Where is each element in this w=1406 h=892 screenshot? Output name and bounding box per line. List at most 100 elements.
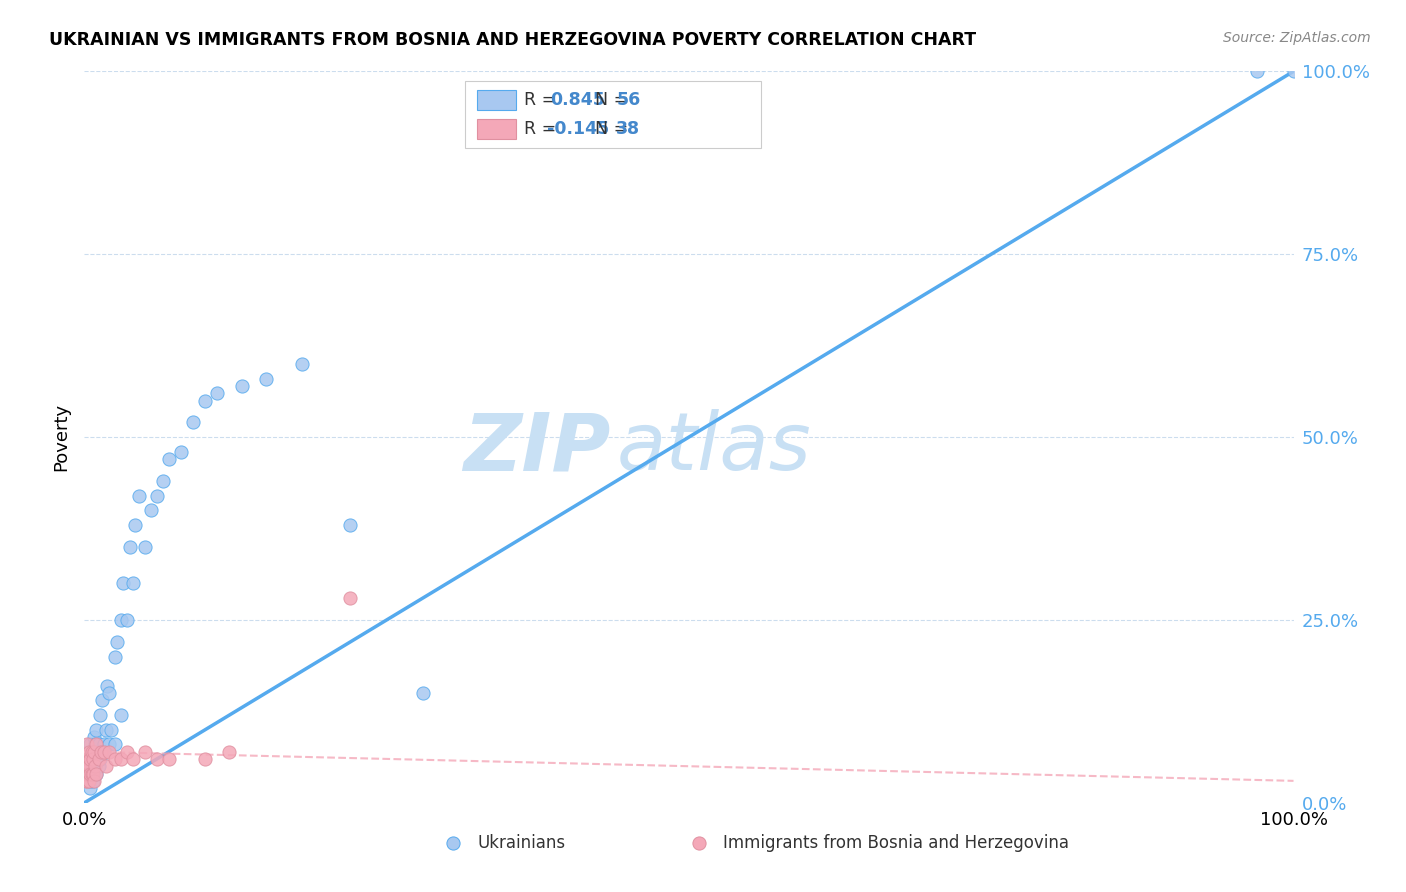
Point <box>76 752 98 766</box>
Point <box>79 759 101 773</box>
Point <box>86 766 108 780</box>
Point <box>77 773 100 788</box>
Point <box>76 737 98 751</box>
Point <box>83 773 105 788</box>
Point <box>170 444 193 458</box>
Point <box>124 517 146 532</box>
Point <box>110 752 132 766</box>
Point <box>91 693 114 707</box>
FancyBboxPatch shape <box>477 89 516 110</box>
Text: 0.845: 0.845 <box>550 91 605 109</box>
Text: R =: R = <box>524 120 562 138</box>
Point <box>82 759 104 773</box>
Point <box>105 635 128 649</box>
Point <box>83 730 105 744</box>
Point <box>75 773 97 788</box>
Point <box>82 752 104 766</box>
Point <box>157 752 180 766</box>
Text: Immigrants from Bosnia and Herzegovina: Immigrants from Bosnia and Herzegovina <box>723 834 1069 852</box>
Point <box>93 737 115 751</box>
Point <box>146 752 169 766</box>
Point <box>104 649 127 664</box>
Text: N =: N = <box>583 120 634 138</box>
Point <box>83 752 105 766</box>
Text: ZIP: ZIP <box>463 409 610 487</box>
Point <box>112 576 135 591</box>
Text: 38: 38 <box>616 120 641 138</box>
Point <box>128 489 150 503</box>
Point <box>207 386 229 401</box>
Point <box>80 745 103 759</box>
Text: UKRAINIAN VS IMMIGRANTS FROM BOSNIA AND HERZEGOVINA POVERTY CORRELATION CHART: UKRAINIAN VS IMMIGRANTS FROM BOSNIA AND … <box>49 31 976 49</box>
Point <box>152 474 174 488</box>
Point <box>90 745 112 759</box>
Point <box>80 766 103 780</box>
FancyBboxPatch shape <box>477 120 516 139</box>
Y-axis label: Poverty: Poverty <box>52 403 70 471</box>
Point <box>84 759 107 773</box>
Point <box>87 737 110 751</box>
Point <box>77 759 100 773</box>
Point <box>82 745 104 759</box>
Point <box>441 836 464 850</box>
Point <box>87 752 110 766</box>
Text: Ukrainians: Ukrainians <box>478 834 565 852</box>
Point <box>181 416 204 430</box>
Point <box>86 737 108 751</box>
Point <box>79 766 101 780</box>
Text: -0.145: -0.145 <box>547 120 609 138</box>
Point <box>89 708 111 723</box>
Point <box>110 613 132 627</box>
Point <box>82 773 104 788</box>
Point <box>86 745 108 759</box>
Text: atlas: atlas <box>616 409 811 487</box>
Text: 56: 56 <box>616 91 641 109</box>
Point <box>194 393 217 408</box>
Point <box>86 766 108 780</box>
Point <box>231 379 253 393</box>
Point <box>104 737 127 751</box>
Point <box>79 752 101 766</box>
Point <box>83 766 105 780</box>
Point <box>1282 64 1305 78</box>
Point <box>76 766 98 780</box>
Point <box>97 745 120 759</box>
Point <box>134 540 156 554</box>
Point <box>218 745 240 759</box>
Point <box>146 489 169 503</box>
Point <box>100 723 122 737</box>
Point <box>93 745 115 759</box>
Point <box>121 752 143 766</box>
Point <box>79 766 101 780</box>
Point <box>91 745 114 759</box>
Point <box>121 576 143 591</box>
Point <box>87 759 110 773</box>
Text: R =: R = <box>524 91 562 109</box>
Point <box>77 752 100 766</box>
Point <box>194 752 217 766</box>
Point <box>82 766 104 780</box>
Point <box>339 517 361 532</box>
Point <box>291 357 314 371</box>
Point <box>339 591 361 605</box>
Point <box>139 503 162 517</box>
Point <box>89 752 111 766</box>
Point <box>115 745 138 759</box>
Point <box>79 773 101 788</box>
Point <box>254 371 277 385</box>
Point <box>79 781 101 796</box>
Point <box>79 737 101 751</box>
Point <box>96 679 118 693</box>
Point <box>120 540 142 554</box>
Point <box>412 686 434 700</box>
FancyBboxPatch shape <box>465 81 762 148</box>
Point <box>76 773 98 788</box>
Point <box>97 737 120 751</box>
Point <box>104 752 127 766</box>
Point <box>86 723 108 737</box>
Point <box>97 686 120 700</box>
Point <box>134 745 156 759</box>
Point <box>84 737 107 751</box>
Point <box>94 759 117 773</box>
Point <box>79 752 101 766</box>
